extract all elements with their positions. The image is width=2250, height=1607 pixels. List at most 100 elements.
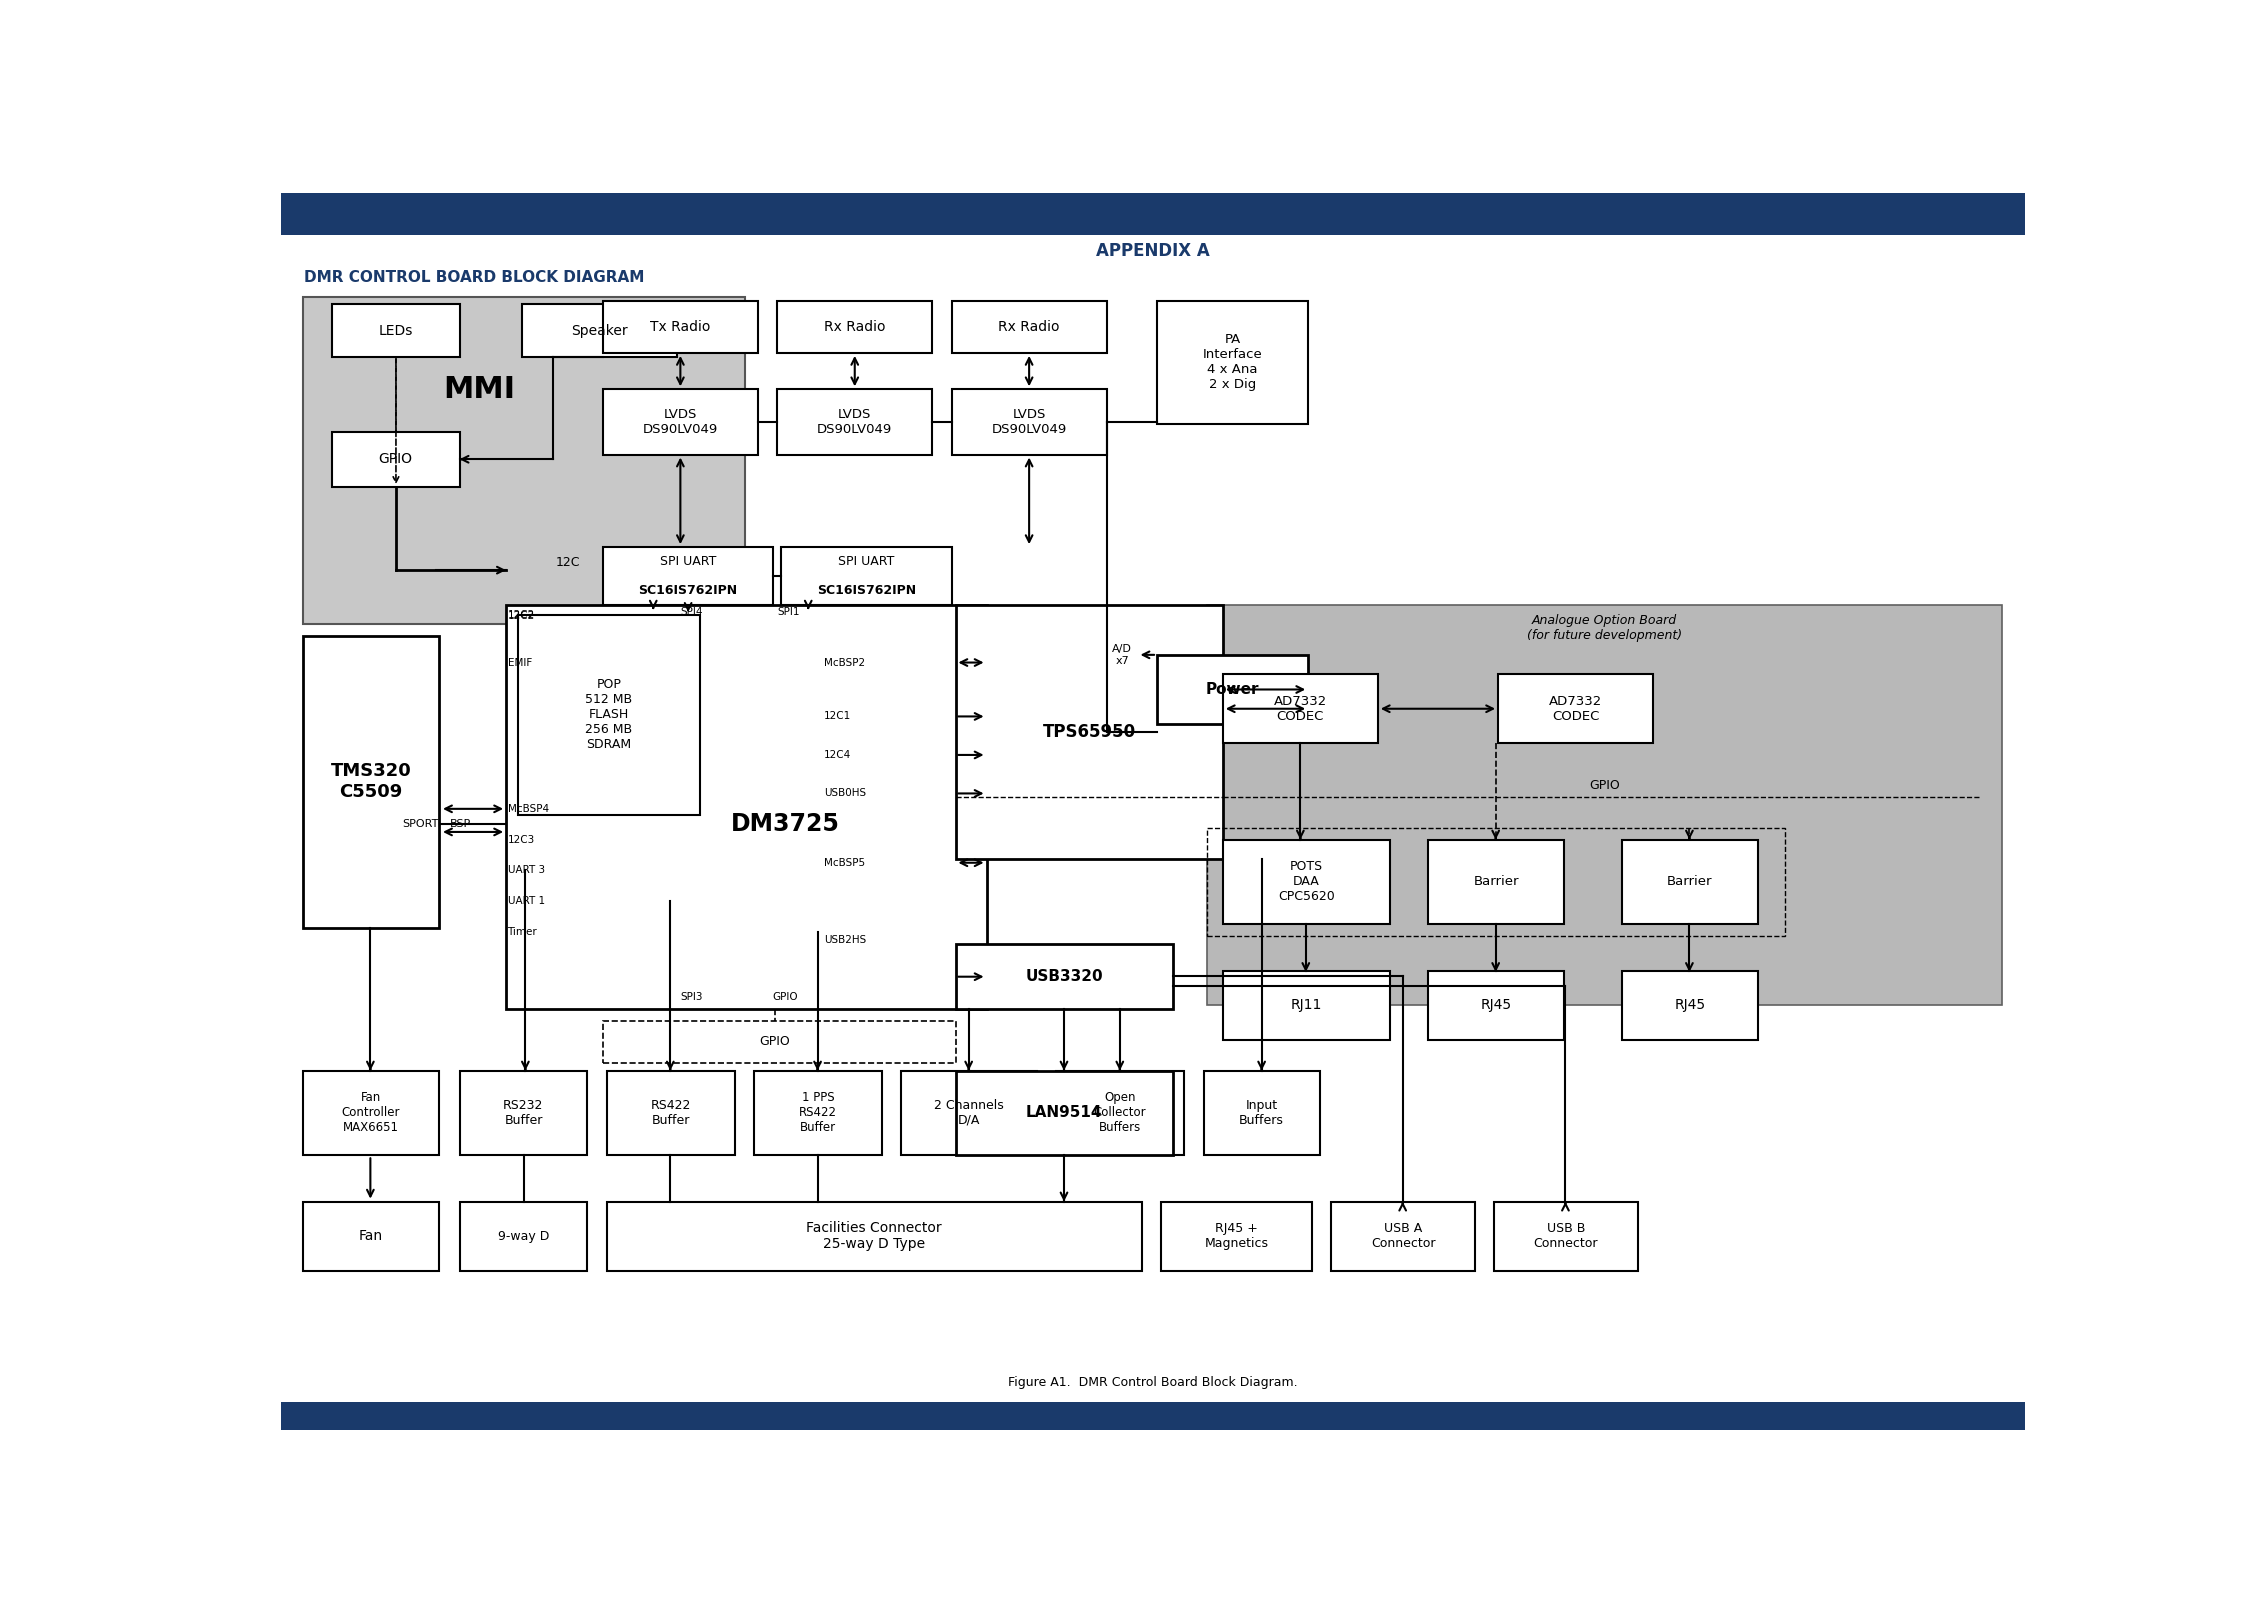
Bar	[1156, 301, 1307, 424]
Text: Barrier: Barrier	[1474, 876, 1519, 889]
Text: Fan: Fan	[358, 1229, 382, 1244]
Bar	[522, 304, 677, 357]
Text: RJ45 +
Magnetics: RJ45 + Magnetics	[1204, 1223, 1269, 1250]
Bar	[304, 297, 745, 624]
Text: PA
Interface
4 x Ana
2 x Dig: PA Interface 4 x Ana 2 x Dig	[1204, 333, 1262, 391]
Text: McBSP4: McBSP4	[508, 804, 549, 813]
Text: POTS
DAA
CPC5620: POTS DAA CPC5620	[1278, 860, 1334, 903]
Text: RS232
Buffer: RS232 Buffer	[504, 1099, 544, 1127]
Text: GPIO: GPIO	[760, 1035, 790, 1048]
Text: 9-way D: 9-way D	[497, 1229, 549, 1242]
Text: Speaker: Speaker	[572, 323, 628, 337]
Text: RJ45: RJ45	[1480, 998, 1512, 1012]
Bar	[281, 1419, 2025, 1430]
Text: SC16IS762IPN: SC16IS762IPN	[639, 583, 738, 596]
Text: MMI: MMI	[443, 374, 515, 403]
Bar	[304, 1202, 439, 1271]
Text: May 13: May 13	[304, 1411, 351, 1424]
Text: LVDS
DS90LV049: LVDS DS90LV049	[992, 408, 1066, 435]
Text: A/D
x7: A/D x7	[1112, 644, 1132, 665]
Bar	[1204, 1070, 1321, 1155]
Bar	[776, 389, 931, 455]
Bar	[603, 1020, 956, 1062]
Text: TNM-M-E-0032: TNM-M-E-0032	[1906, 202, 2002, 215]
Bar	[603, 546, 774, 604]
Bar	[1161, 1202, 1312, 1271]
Text: SPI UART: SPI UART	[659, 554, 716, 567]
Text: Power: Power	[1206, 681, 1260, 697]
Bar	[1208, 828, 1784, 935]
Text: 12C2: 12C2	[508, 609, 536, 620]
Bar	[281, 223, 2025, 235]
Text: Analogue Option Board
(for future development): Analogue Option Board (for future develo…	[1526, 614, 1681, 641]
Text: GPIO: GPIO	[772, 993, 799, 1003]
Text: Rx Radio: Rx Radio	[999, 320, 1060, 334]
Bar	[304, 297, 745, 624]
Bar	[331, 304, 459, 357]
Bar	[902, 1070, 1037, 1155]
Text: RJ45: RJ45	[1674, 998, 1706, 1012]
Text: Facilities Connector
25-way D Type: Facilities Connector 25-way D Type	[806, 1221, 943, 1252]
Bar	[952, 389, 1107, 455]
Text: 12C1: 12C1	[824, 712, 850, 722]
Text: GPIO: GPIO	[1588, 779, 1620, 792]
Text: Barrier: Barrier	[1667, 876, 1712, 889]
Bar	[331, 432, 459, 487]
Text: LVDS
DS90LV049: LVDS DS90LV049	[817, 408, 893, 435]
Bar	[754, 1070, 882, 1155]
Bar	[608, 1202, 1141, 1271]
Text: McBSP5: McBSP5	[824, 858, 864, 868]
Bar	[603, 301, 758, 354]
Bar	[1224, 839, 1390, 924]
Bar	[776, 301, 931, 354]
Bar	[1494, 1202, 1638, 1271]
Text: RS422
Buffer: RS422 Buffer	[650, 1099, 691, 1127]
Bar	[1156, 654, 1307, 725]
Bar	[506, 604, 986, 1009]
Text: Timer: Timer	[508, 927, 538, 937]
Bar	[304, 1070, 439, 1155]
Bar	[952, 301, 1107, 354]
Bar	[1208, 604, 2002, 1006]
Bar	[459, 1202, 587, 1271]
Bar	[1208, 604, 2002, 1006]
Text: USB0HS: USB0HS	[824, 789, 866, 799]
Text: LAN9514: LAN9514	[1026, 1106, 1102, 1120]
Text: Tx Radio: Tx Radio	[650, 320, 711, 334]
Text: AD7332
CODEC: AD7332 CODEC	[1548, 694, 1602, 723]
Text: POP
512 MB
FLASH
256 MB
SDRAM: POP 512 MB FLASH 256 MB SDRAM	[585, 678, 632, 752]
Text: 12C4: 12C4	[824, 750, 850, 760]
Bar	[1429, 971, 1564, 1040]
Text: SPI1: SPI1	[778, 607, 801, 617]
Text: RJ11: RJ11	[1292, 998, 1323, 1012]
Bar	[956, 604, 1224, 858]
Text: SPI UART: SPI UART	[839, 554, 896, 567]
Text: BSP: BSP	[450, 820, 472, 829]
Text: USB B
Connector: USB B Connector	[1535, 1223, 1598, 1250]
Text: SPI4: SPI4	[682, 607, 704, 617]
Text: AD7332
CODEC: AD7332 CODEC	[1273, 694, 1327, 723]
Bar	[1224, 673, 1377, 744]
Bar	[603, 389, 758, 455]
Text: USB3320: USB3320	[1026, 969, 1102, 983]
Text: LEDs: LEDs	[378, 323, 412, 337]
Text: 2 Channels
D/A: 2 Channels D/A	[934, 1099, 1004, 1127]
Bar	[956, 1070, 1172, 1155]
Text: DM3725: DM3725	[731, 812, 839, 836]
Text: Page 55: Page 55	[1127, 1411, 1179, 1424]
Text: APPENDIX A: APPENDIX A	[1922, 1411, 2002, 1424]
Bar	[1498, 673, 1654, 744]
Text: Figure A1.  DMR Control Board Block Diagram.: Figure A1. DMR Control Board Block Diagr…	[1008, 1376, 1298, 1388]
Bar	[304, 636, 439, 929]
Text: UART 3: UART 3	[508, 866, 544, 876]
Text: McBSP2: McBSP2	[824, 657, 864, 667]
Text: USB2HS: USB2HS	[824, 935, 866, 945]
Text: SDB670 – SERVICE MANUAL: SDB670 – SERVICE MANUAL	[304, 202, 486, 215]
Text: UART 1: UART 1	[508, 897, 544, 906]
Text: APPENDIX A: APPENDIX A	[1096, 241, 1210, 260]
Text: SC16IS762IPN: SC16IS762IPN	[817, 583, 916, 596]
Text: 1 PPS
RS422
Buffer: 1 PPS RS422 Buffer	[799, 1091, 837, 1135]
Bar	[281, 1401, 2025, 1419]
Bar	[1332, 1202, 1474, 1271]
Text: LVDS
DS90LV049: LVDS DS90LV049	[644, 408, 718, 435]
